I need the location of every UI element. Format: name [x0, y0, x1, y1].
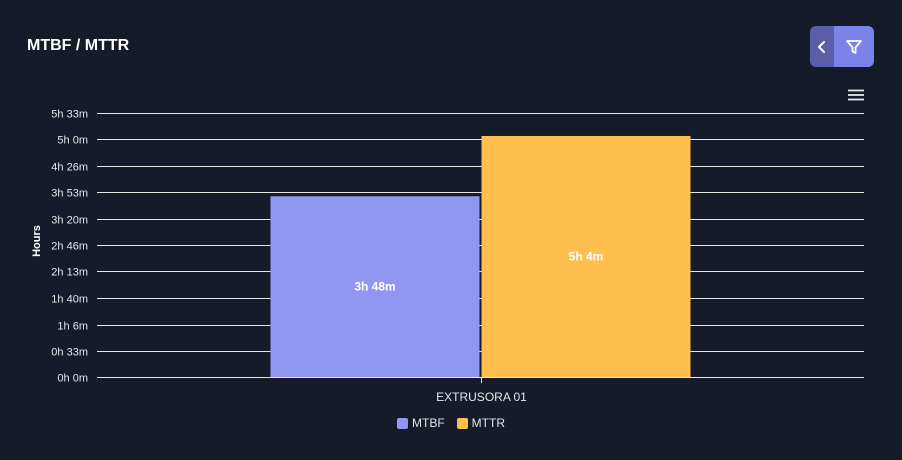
y-tick-label: 2h 13m — [51, 267, 88, 279]
legend-label: MTBF — [412, 416, 445, 430]
bar-data-label: 3h 48m — [354, 280, 395, 294]
grid-lines — [97, 113, 864, 378]
legend-swatch — [397, 417, 408, 429]
bar-mttr[interactable] — [481, 135, 691, 377]
filter-button[interactable] — [834, 26, 874, 67]
y-tick-label: 0h 0m — [57, 373, 88, 385]
chart-legend: MTBF MTTR — [0, 416, 902, 430]
legend-item-mtbf[interactable]: MTBF — [397, 416, 445, 430]
bars: 3h 48m 5h 4m — [270, 135, 691, 377]
y-axis-title: Hours — [31, 225, 43, 257]
x-tick-label: EXTRUSORA 01 — [436, 390, 527, 404]
bar-mtbf[interactable] — [270, 196, 480, 377]
collapse-button[interactable] — [810, 26, 834, 67]
chevron-left-icon — [818, 40, 825, 53]
y-tick-label: 5h 33m — [51, 109, 88, 121]
legend-label: MTTR — [471, 416, 505, 430]
chart-menu-button[interactable] — [846, 87, 866, 103]
legend-item-mttr[interactable]: MTTR — [456, 416, 505, 430]
filter-icon — [846, 39, 862, 54]
y-tick-label: 0h 33m — [51, 347, 88, 359]
y-tick-label: 3h 53m — [51, 188, 88, 200]
bar-data-label: 5h 4m — [569, 249, 604, 263]
legend-swatch — [456, 417, 468, 429]
page-title: MTBF / MTTR — [27, 37, 130, 54]
y-tick-label: 3h 20m — [51, 215, 88, 227]
y-axis-ticks: 0h 0m 0h 33m 1h 6m 1h 40m 2h 13m 2h 46m 3h 20m… — [51, 109, 88, 385]
y-tick-label: 4h 26m — [51, 162, 88, 174]
x-axis: EXTRUSORA 01 — [97, 377, 864, 404]
y-tick-label: 2h 46m — [51, 241, 88, 253]
y-tick-label: 5h 0m — [57, 135, 88, 147]
hamburger-menu-icon — [848, 89, 864, 101]
header-button-group — [810, 26, 874, 67]
y-tick-label: 1h 40m — [51, 294, 88, 306]
y-tick-label: 1h 6m — [57, 321, 88, 333]
